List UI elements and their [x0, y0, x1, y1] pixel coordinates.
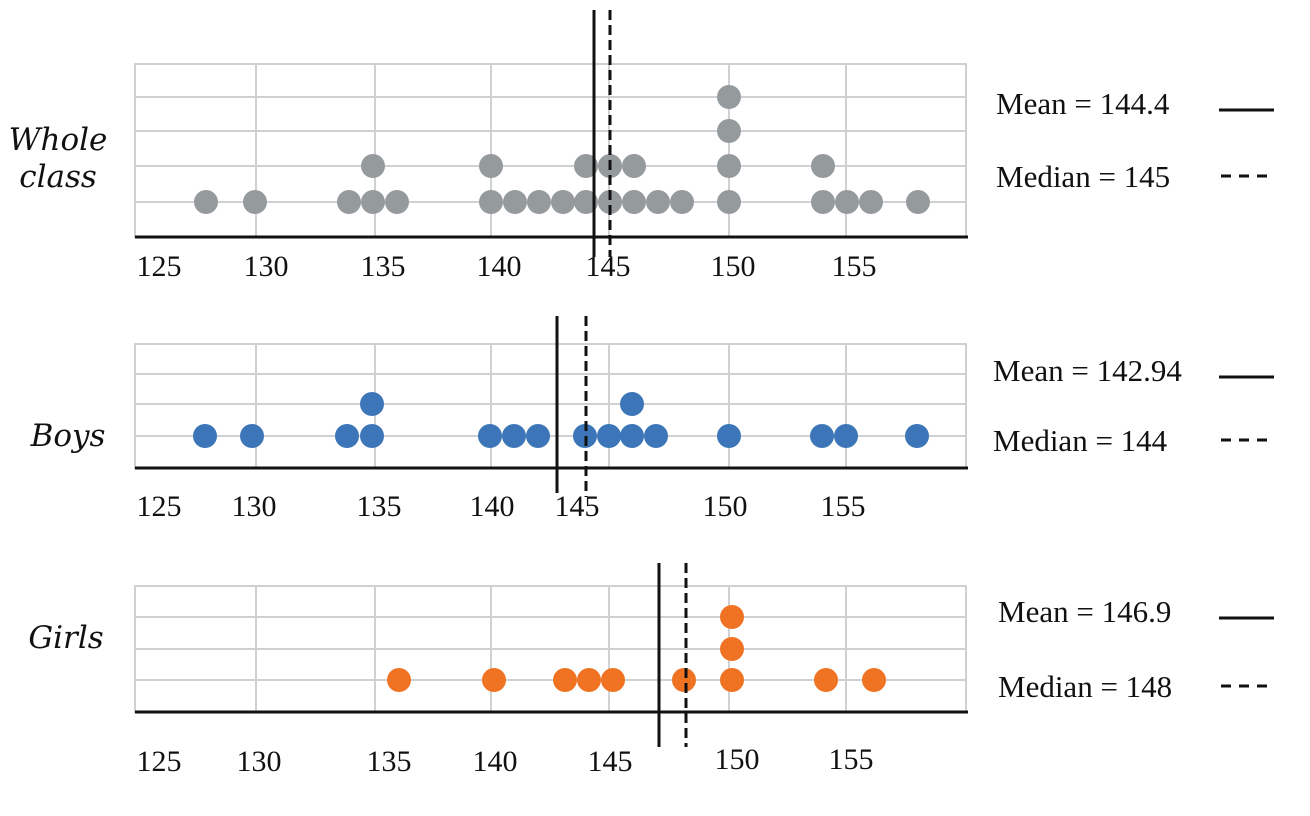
x-tick-label: 150 — [711, 250, 756, 283]
panel-label: Whole — [9, 122, 108, 158]
data-point — [574, 190, 598, 214]
data-point — [361, 154, 385, 178]
data-point — [646, 190, 670, 214]
data-point — [194, 190, 218, 214]
data-point — [335, 424, 359, 448]
x-tick-label: 145 — [588, 745, 633, 778]
x-tick-label: 125 — [137, 250, 182, 283]
x-tick-label: 125 — [137, 490, 182, 523]
dot-plot-panel: 125 130 135 140 145 150 155 Boys Mean = 142.94 Me… — [30, 316, 1274, 523]
data-point — [478, 424, 502, 448]
x-tick-label: 130 — [244, 250, 289, 283]
x-tick-label: 135 — [357, 490, 402, 523]
data-point — [644, 424, 668, 448]
x-tick-label: 155 — [829, 743, 874, 776]
panel-label: class — [19, 159, 97, 195]
data-point — [670, 190, 694, 214]
x-tick-label: 135 — [361, 250, 406, 283]
data-point — [862, 668, 886, 692]
data-point — [502, 424, 526, 448]
data-point — [243, 190, 267, 214]
data-point — [814, 668, 838, 692]
median-legend-text: Median = 148 — [998, 669, 1172, 704]
x-tick-label: 140 — [470, 490, 515, 523]
data-point — [526, 424, 550, 448]
x-tick-label: 145 — [555, 490, 600, 523]
data-point — [553, 668, 577, 692]
data-point — [720, 637, 744, 661]
data-point — [482, 668, 506, 692]
mean-legend-text: Mean = 142.94 — [993, 353, 1182, 388]
data-point — [337, 190, 361, 214]
x-tick-label: 150 — [715, 743, 760, 776]
dot-plot-panel: 125 130 135 140 145 150 155 Girls Mean = 146.9 Me… — [28, 563, 1274, 778]
data-point — [597, 424, 621, 448]
x-tick-label: 130 — [232, 490, 277, 523]
data-point — [859, 190, 883, 214]
data-point — [601, 668, 625, 692]
data-point — [717, 119, 741, 143]
x-tick-label: 130 — [237, 745, 282, 778]
median-legend-text: Median = 144 — [993, 423, 1168, 458]
data-point — [360, 424, 384, 448]
x-tick-label: 140 — [477, 250, 522, 283]
data-point — [717, 424, 741, 448]
data-point — [835, 190, 859, 214]
data-point — [360, 392, 384, 416]
panel-label: Girls — [28, 620, 103, 656]
mean-legend-text: Mean = 144.4 — [996, 86, 1170, 121]
data-point — [193, 424, 217, 448]
plot-frame — [134, 343, 967, 469]
data-point — [906, 190, 930, 214]
x-tick-label: 125 — [137, 745, 182, 778]
data-point — [551, 190, 575, 214]
data-point — [811, 190, 835, 214]
data-point — [622, 190, 646, 214]
data-point — [717, 85, 741, 109]
mean-legend-text: Mean = 146.9 — [998, 594, 1171, 629]
data-point — [620, 424, 644, 448]
x-tick-label: 155 — [821, 490, 866, 523]
data-point — [385, 190, 409, 214]
data-point — [810, 424, 834, 448]
panel-label: Boys — [30, 418, 106, 454]
data-point — [387, 668, 411, 692]
data-point — [905, 424, 929, 448]
data-point — [717, 154, 741, 178]
data-point — [811, 154, 835, 178]
data-point — [479, 190, 503, 214]
data-point — [598, 190, 622, 214]
data-point — [720, 605, 744, 629]
x-tick-label: 145 — [586, 250, 631, 283]
data-point — [503, 190, 527, 214]
data-point — [717, 190, 741, 214]
data-point — [479, 154, 503, 178]
x-tick-label: 135 — [367, 745, 412, 778]
data-point — [620, 392, 644, 416]
data-point — [361, 190, 385, 214]
x-tick-label: 155 — [832, 250, 877, 283]
data-point — [672, 668, 696, 692]
x-tick-label: 150 — [703, 490, 748, 523]
data-point — [240, 424, 264, 448]
median-legend-text: Median = 145 — [996, 159, 1170, 194]
data-point — [622, 154, 646, 178]
data-point — [834, 424, 858, 448]
data-point — [574, 154, 598, 178]
x-tick-label: 140 — [473, 745, 518, 778]
data-point — [527, 190, 551, 214]
data-point — [720, 668, 744, 692]
data-point — [577, 668, 601, 692]
